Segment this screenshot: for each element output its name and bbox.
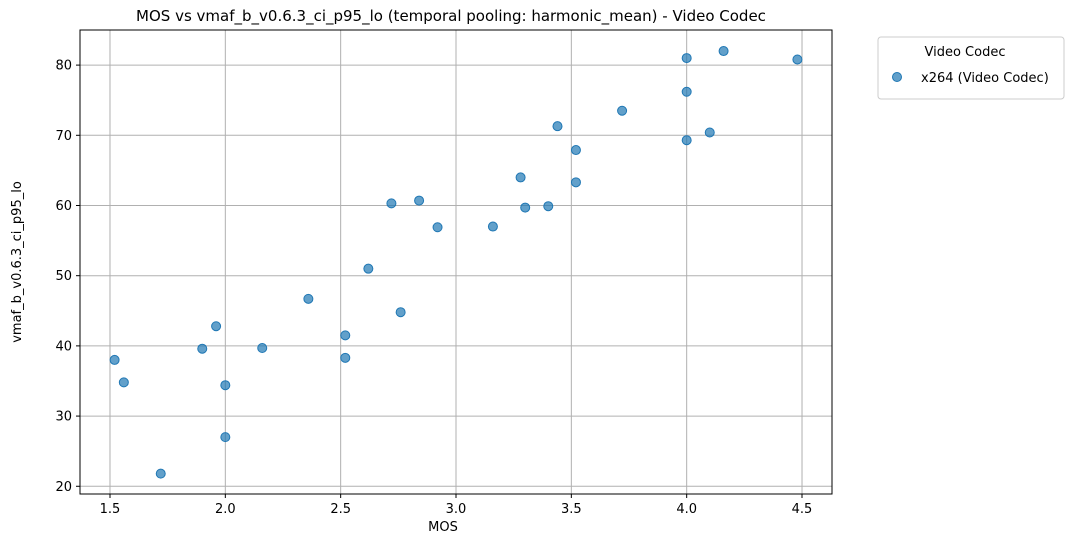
data-point [543,201,554,212]
x-tick-label: 4.5 [792,502,813,517]
y-tick-label: 40 [55,339,72,354]
y-tick-label: 70 [55,129,72,144]
data-point [109,354,120,365]
chart-title: MOS vs vmaf_b_v0.6.3_ci_p95_lo (temporal… [136,7,766,26]
x-axis-label: MOS [428,520,458,535]
data-point [395,307,406,318]
y-tick-label: 60 [55,199,72,214]
data-point [487,221,498,232]
x-tick-label: 3.0 [446,502,467,517]
data-point [681,53,692,64]
data-point [303,293,314,304]
legend: Video Codec x264 (Video Codec) [877,36,1065,100]
x-axis: 1.5 2.0 2.5 3.0 3.5 4.0 4.5 [100,494,813,517]
data-point [681,135,692,146]
data-point [363,263,374,274]
legend-marker [892,72,902,82]
data-point [520,202,531,213]
legend-box [877,36,1065,100]
data-point [718,46,729,57]
data-point [386,198,397,209]
data-point [211,321,222,332]
legend-title: Video Codec [925,45,1006,60]
data-point [552,121,563,132]
data-point [792,54,803,65]
grid-lines [80,30,832,494]
y-tick-label: 30 [55,410,72,425]
y-axis: 20 30 40 50 60 70 80 [55,59,80,495]
x-tick-label: 4.0 [676,502,697,517]
y-tick-label: 50 [55,269,72,284]
data-point [570,145,581,156]
data-point [704,127,715,138]
data-point [257,342,268,353]
y-axis-label: vmaf_b_v0.6.3_ci_p95_lo [10,181,25,343]
data-point [155,468,166,479]
data-point [681,86,692,97]
x-tick-label: 3.5 [561,502,582,517]
data-point [220,432,231,443]
data-point [340,352,351,363]
y-tick-label: 80 [55,59,72,74]
data-point [197,343,208,354]
data-point [515,172,526,183]
x-tick-label: 2.0 [215,502,236,517]
data-point [432,222,443,233]
data-point [570,177,581,188]
x-tick-label: 2.5 [330,502,351,517]
legend-entry-label: x264 (Video Codec) [921,71,1049,86]
x-tick-label: 1.5 [100,502,121,517]
data-point [220,380,231,391]
data-point [414,195,425,206]
data-point [118,377,129,388]
y-tick-label: 20 [55,480,72,495]
data-points [109,46,803,479]
data-point [340,330,351,341]
data-point [617,105,628,116]
